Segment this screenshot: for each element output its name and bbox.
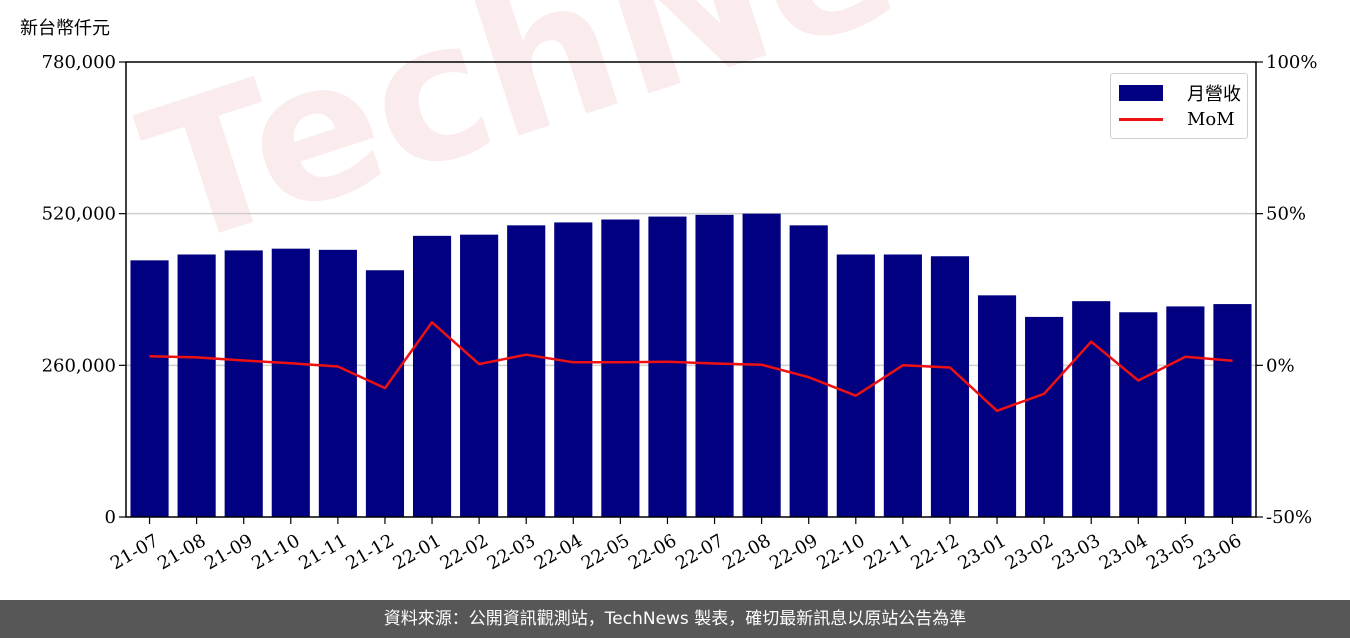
x-tick-label: 22-11 <box>860 530 915 574</box>
revenue-chart: 0 260,000 520,000 780,000 -50% 0% 50% 100% 21-07… <box>42 52 1318 574</box>
x-tick-label: 23-06 <box>1190 530 1245 574</box>
revenue-bar <box>1025 316 1064 517</box>
revenue-bar <box>1119 312 1158 517</box>
revenue-bar <box>930 256 970 517</box>
revenue-bar <box>554 222 593 517</box>
revenue-bar <box>695 214 734 518</box>
x-tick-label: 22-10 <box>813 530 868 574</box>
revenue-bar <box>412 235 452 518</box>
x-tick-label: 22-05 <box>578 530 633 574</box>
legend-bar-swatch <box>1119 85 1163 101</box>
revenue-bar <box>883 254 922 517</box>
y-left-tick-label: 260,000 <box>42 355 116 376</box>
y-left-tick-label: 520,000 <box>42 204 116 225</box>
x-tick-label: 22-09 <box>766 530 821 574</box>
source-footer: 資料來源：公開資訊觀測站，TechNews 製表，確切最新訊息以原站公告為準 <box>0 600 1350 638</box>
revenue-bar <box>460 234 499 517</box>
revenue-bar <box>365 270 405 517</box>
legend: 月營收 MoM <box>1110 73 1248 139</box>
y-left-tick-label: 780,000 <box>42 52 116 73</box>
x-tick-label: 22-06 <box>625 530 680 574</box>
y-right-tick-label: -50% <box>1266 507 1312 528</box>
revenue-bar <box>177 254 216 517</box>
x-tick-label: 22-03 <box>484 530 539 574</box>
x-tick-label: 21-12 <box>342 530 397 574</box>
y-axis-unit-label: 新台幣仟元 <box>20 18 110 39</box>
legend-item-revenue: 月營收 <box>1119 81 1241 105</box>
x-tick-label: 22-07 <box>672 530 727 574</box>
legend-item-mom: MoM <box>1119 107 1235 131</box>
legend-label-mom: MoM <box>1187 108 1235 130</box>
x-tick-label: 21-09 <box>201 530 256 574</box>
revenue-bar <box>130 260 169 517</box>
x-tick-label: 21-08 <box>154 530 209 574</box>
x-tick-label: 21-07 <box>107 530 162 574</box>
revenue-bar <box>271 248 310 517</box>
revenue-bar <box>507 225 546 518</box>
x-tick-label: 23-05 <box>1143 530 1198 574</box>
x-tick-label: 22-12 <box>907 530 962 574</box>
x-tick-label: 23-02 <box>1002 530 1057 574</box>
mom-line <box>149 321 1233 413</box>
revenue-bar <box>836 254 875 517</box>
y-right-tick-label: 50% <box>1266 204 1306 225</box>
y-right-tick-label: 0% <box>1266 355 1295 376</box>
revenue-bar <box>1166 306 1205 517</box>
x-tick-label: 22-02 <box>437 530 492 574</box>
y-right-tick-label: 100% <box>1266 52 1317 73</box>
revenue-bar <box>1213 304 1252 517</box>
revenue-bar <box>224 250 263 517</box>
x-tick-label: 21-10 <box>248 530 303 574</box>
revenue-bar <box>318 249 357 518</box>
y-left-tick-label: 0 <box>105 507 116 528</box>
x-tick-label: 23-03 <box>1049 530 1104 574</box>
x-tick-label: 23-01 <box>955 530 1010 574</box>
x-tick-label: 22-04 <box>531 530 586 574</box>
x-tick-label: 21-11 <box>295 530 350 574</box>
revenue-bar <box>601 219 640 517</box>
x-tick-label: 22-08 <box>719 530 774 574</box>
legend-line-swatch <box>1119 117 1163 121</box>
plot-frame <box>125 61 1257 518</box>
legend-label-revenue: 月營收 <box>1187 84 1241 105</box>
x-tick-label: 22-01 <box>390 530 445 574</box>
revenue-bar <box>789 225 828 518</box>
revenue-bar <box>648 216 687 518</box>
x-tick-label: 23-04 <box>1096 530 1151 574</box>
revenue-bar <box>1072 301 1111 517</box>
